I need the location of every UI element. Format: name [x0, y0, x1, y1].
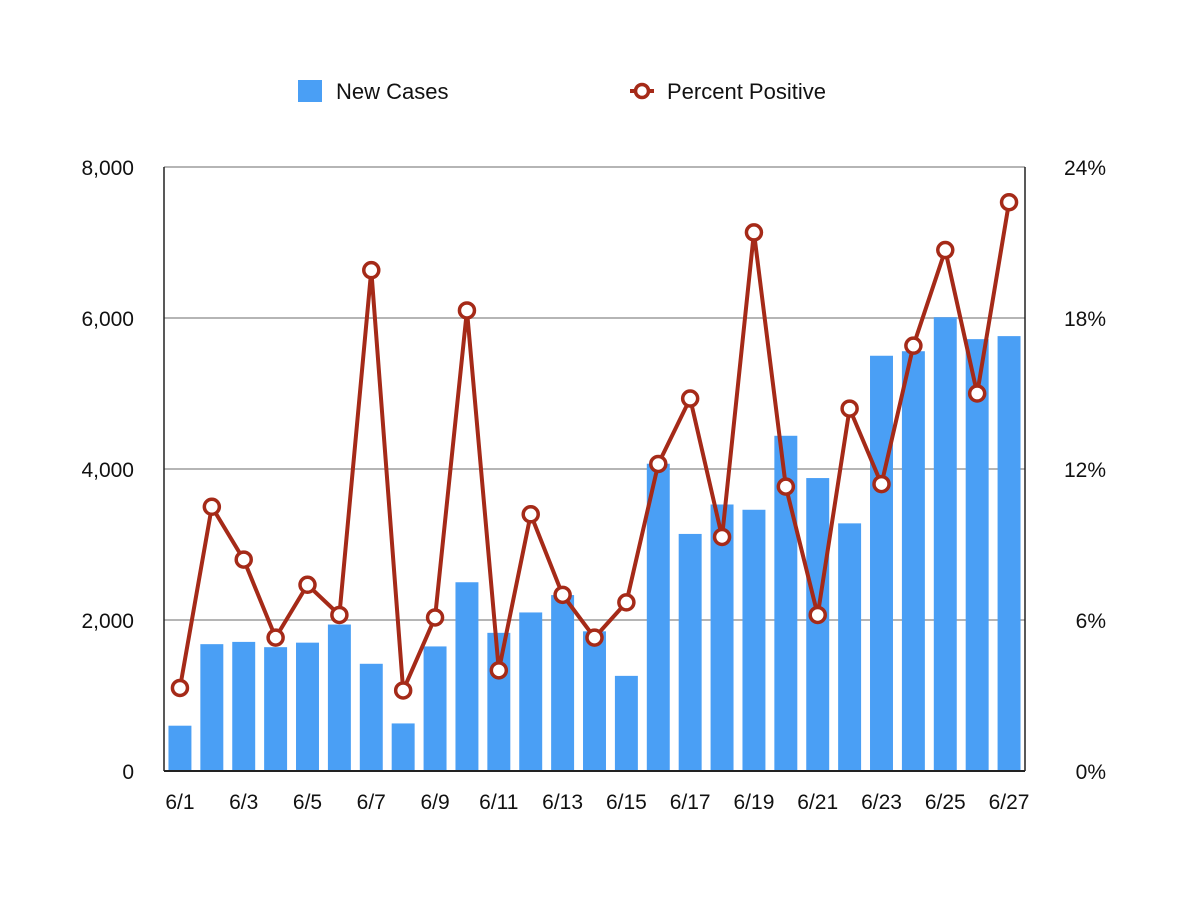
right-tick-label: 6% [1076, 610, 1106, 633]
right-tick-label: 0% [1076, 761, 1106, 784]
legend-label-percent-positive: Percent Positive [667, 79, 826, 104]
point-6-18 [712, 527, 732, 547]
point-6-1 [170, 678, 190, 698]
point-6-25 [936, 240, 955, 260]
bar-6-22 [838, 523, 862, 771]
bar-6-20 [774, 435, 798, 771]
bar-6-24 [901, 351, 925, 771]
bar-6-16 [646, 463, 670, 771]
point-6-21 [808, 605, 827, 625]
point-6-9 [425, 608, 445, 627]
bar-6-25 [933, 317, 957, 771]
bar-6-13 [551, 595, 575, 771]
x-tick-label: 6/25 [925, 791, 966, 814]
right-tick-label: 12% [1064, 459, 1106, 482]
bar-6-7 [359, 663, 383, 771]
legend-swatch-new-cases [298, 80, 322, 102]
legend-swatch-percent-positive [630, 82, 654, 100]
point-6-6 [330, 605, 349, 625]
bar-6-27 [997, 336, 1021, 771]
point-6-14 [585, 628, 604, 647]
left-tick-label: 0 [122, 761, 134, 784]
legend-label-new-cases: New Cases [336, 79, 448, 104]
x-tick-label: 6/3 [229, 791, 258, 814]
bar-6-1 [168, 725, 192, 771]
point-6-2 [202, 497, 222, 516]
point-6-27 [999, 192, 1019, 212]
right-tick-label: 24% [1064, 157, 1106, 180]
x-tick-label: 6/9 [420, 791, 449, 814]
left-tick-label: 4,000 [81, 459, 134, 482]
x-tick-label: 6/15 [606, 791, 647, 814]
bar-6-10 [455, 582, 479, 771]
x-axis-ticks: 6/1 6/3 6/5 6/7 6/9 6/11 6/13 6/15 6/17 6/19 6/21 6… [165, 791, 1029, 814]
bars-new-cases [168, 317, 1021, 771]
bar-6-17 [678, 533, 702, 771]
bar-6-14 [583, 631, 606, 771]
bar-6-6 [327, 624, 351, 771]
legend-marker [633, 82, 651, 100]
point-6-20 [776, 477, 796, 496]
point-6-10 [457, 301, 477, 320]
point-6-13 [553, 585, 572, 605]
bar-6-15 [614, 675, 638, 771]
x-tick-label: 6/23 [861, 791, 902, 814]
bar-6-9 [423, 646, 447, 771]
axes [163, 167, 1026, 772]
bar-6-2 [200, 644, 224, 771]
x-tick-label: 6/19 [734, 791, 775, 814]
x-tick-label: 6/21 [797, 791, 838, 814]
point-6-11 [489, 661, 509, 680]
point-6-19 [744, 223, 764, 242]
bar-6-23 [870, 355, 893, 771]
x-tick-label: 6/13 [542, 791, 583, 814]
point-6-16 [649, 454, 668, 474]
gridlines [164, 166, 1025, 621]
point-6-26 [967, 384, 987, 403]
x-tick-label: 6/1 [165, 791, 194, 814]
bar-6-19 [742, 509, 766, 771]
bar-6-21 [806, 478, 830, 771]
bar-6-8 [391, 723, 415, 771]
point-6-17 [680, 389, 700, 408]
left-tick-label: 8,000 [81, 157, 134, 180]
x-tick-label: 6/7 [357, 791, 386, 814]
x-tick-label: 6/5 [293, 791, 322, 814]
point-6-8 [393, 681, 413, 700]
point-6-24 [904, 336, 923, 355]
x-tick-label: 6/11 [479, 791, 518, 814]
point-6-7 [362, 260, 381, 280]
bar-6-12 [519, 612, 543, 771]
point-6-22 [840, 399, 859, 418]
point-6-3 [234, 550, 253, 569]
left-tick-label: 6,000 [81, 308, 134, 331]
bar-6-5 [296, 642, 319, 771]
bar-6-3 [232, 641, 256, 771]
x-tick-label: 6/17 [670, 791, 711, 814]
left-tick-label: 2,000 [81, 610, 134, 633]
right-tick-label: 18% [1064, 308, 1106, 331]
point-6-23 [872, 474, 891, 494]
bar-6-26 [965, 339, 989, 771]
point-6-12 [521, 505, 540, 524]
bar-6-18 [710, 504, 734, 771]
percent-positive-series [170, 192, 1019, 700]
bar-6-4 [264, 647, 288, 771]
right-axis-ticks: 0% 6% 12% 18% 24% [1064, 157, 1106, 784]
point-6-4 [266, 628, 285, 647]
left-axis-ticks: 0 2,000 4,000 6,000 8,000 [81, 157, 134, 784]
point-6-15 [617, 593, 636, 612]
x-tick-label: 6/27 [989, 791, 1030, 814]
point-6-5 [298, 575, 317, 595]
legend: New Cases Percent Positive [298, 79, 826, 104]
